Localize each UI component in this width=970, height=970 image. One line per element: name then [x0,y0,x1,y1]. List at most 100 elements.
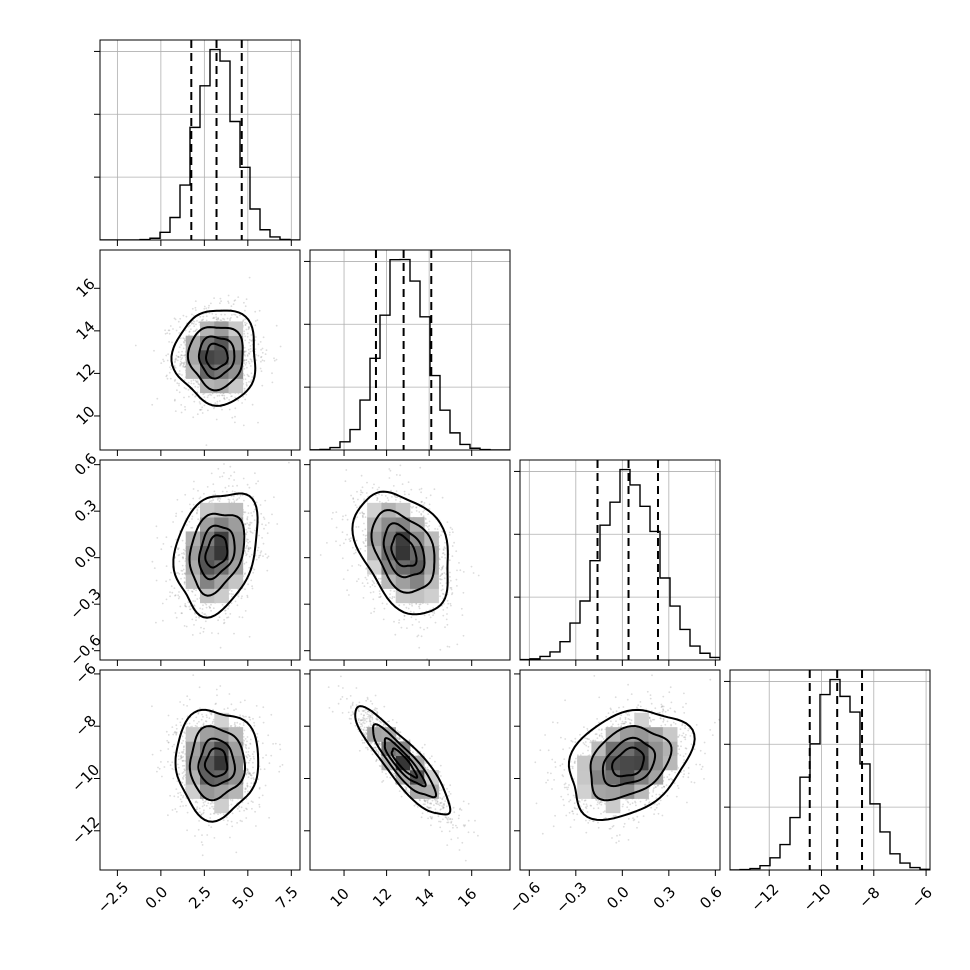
scatter-point [361,511,364,514]
scatter-point [228,501,231,503]
scatter-point [361,515,364,518]
scatter-point [408,493,410,496]
scatter-point [183,362,185,365]
scatter-point [189,507,192,510]
scatter-point [251,340,254,342]
scatter-point [175,515,177,517]
scatter-point [186,524,188,526]
scatter-point [209,606,211,609]
scatter-point [174,594,177,597]
scatter-point [271,381,274,384]
scatter-point [180,344,182,346]
scatter-point [194,612,196,615]
scatter-point [355,539,358,542]
scatter-point [335,511,338,513]
scatter-point [379,596,382,599]
scatter-point [245,533,248,536]
scatter-point [175,357,177,360]
scatter-point [217,619,219,622]
scatter-point [237,595,240,598]
scatter-point [232,593,234,596]
scatter-point [201,608,204,610]
scatter-point [254,508,256,511]
scatter-point [448,559,451,562]
scatter-point [234,491,236,493]
scatter-point [164,329,166,332]
scatter-point [366,582,369,585]
scatter-point [180,363,182,366]
scatter-point [198,321,201,323]
scatter-point [259,367,262,370]
scatter-point [180,612,183,615]
scatter-point [363,522,365,525]
scatter-point [398,604,401,607]
scatter-point [243,362,246,365]
scatter-point [212,607,215,610]
scatter-point [260,355,263,358]
scatter-point [341,531,344,534]
scatter-point [241,494,244,497]
scatter-point [234,407,237,410]
scatter-point [182,557,184,560]
scatter-point [179,364,181,367]
scatter-point [348,594,350,596]
scatter-point [182,552,185,554]
scatter-point [361,514,364,517]
scatter-point [428,614,430,616]
scatter-point [216,403,218,406]
scatter-point [410,511,413,514]
scatter-point [218,400,221,402]
scatter-point [182,548,185,551]
scatter-point [250,531,253,534]
scatter-point [243,562,246,565]
scatter-point [215,418,218,421]
scatter-point [436,528,439,530]
scatter-point [195,380,198,383]
density-cell [214,560,229,575]
scatter-point [422,504,425,506]
scatter-point [207,409,209,412]
scatter-point [174,398,176,401]
scatter-point [363,542,365,545]
scatter-point [183,553,186,555]
scatter-point [250,553,253,556]
scatter-point [448,531,451,534]
scatter-point [256,549,259,552]
scatter-point [357,526,360,528]
scatter-point [262,555,264,557]
scatter-point [252,510,255,513]
histogram-1 [310,258,510,450]
scatter-point [211,632,213,634]
scatter-point [271,372,273,375]
scatter-point [388,477,391,479]
scatter-point [193,480,195,483]
panel-2-1 [304,459,511,666]
scatter-point [178,332,181,334]
scatter-point [192,319,195,322]
scatter-point [246,596,249,599]
scatter-point [249,521,252,524]
scatter-point [246,544,249,547]
scatter-point [234,415,236,418]
scatter-point [393,620,395,623]
scatter-point [245,350,247,353]
density-cell [367,531,382,547]
scatter-point [236,604,239,607]
scatter-point [213,396,216,399]
density-cell [200,350,215,365]
scatter-point [205,444,208,446]
scatter-point [350,537,352,539]
y-tick-label: 0.0 [71,543,101,573]
scatter-point [213,490,216,493]
scatter-point [196,413,199,416]
y-tick-label: 10 [73,402,99,428]
scatter-point [229,613,232,615]
scatter-point [428,520,431,523]
scatter-point [365,568,367,570]
scatter-point [178,553,181,556]
scatter-point [243,374,246,377]
scatter-point [441,592,444,595]
scatter-point [410,616,413,619]
scatter-point [257,546,260,549]
scatter-point [181,362,183,364]
